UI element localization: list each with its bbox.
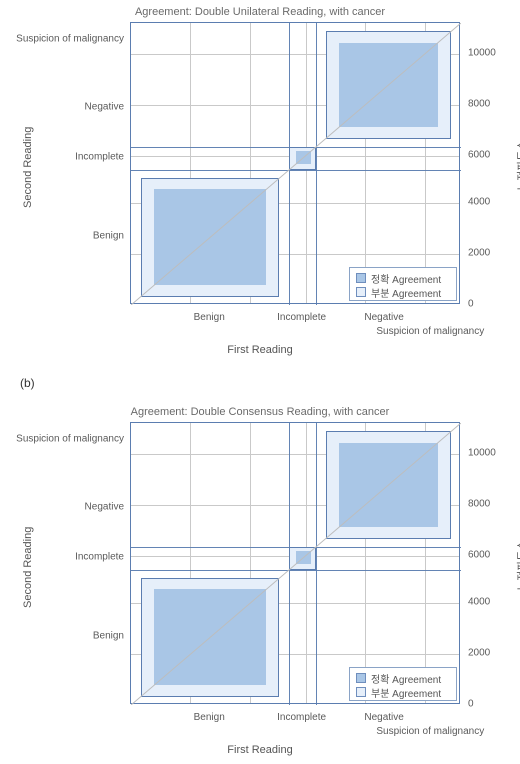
cat-divider-h: [131, 147, 461, 148]
right-axis-tick-label: 6000: [468, 549, 490, 560]
agreement-square-exact: [154, 189, 266, 285]
y-axis-tick-label: Negative: [0, 101, 124, 112]
legend-label: 정확 Agreement: [371, 671, 441, 686]
legend-item: 부분 Agreement: [356, 285, 450, 299]
y-axis-tick-label: Suspicion of malignancy: [0, 33, 124, 44]
legend-swatch: [356, 673, 366, 683]
legend-item: 정확 Agreement: [356, 671, 450, 685]
cat-divider-v: [289, 23, 290, 305]
right-axis-tick-label: 2000: [468, 648, 490, 659]
right-axis-tick-label: 8000: [468, 98, 490, 109]
right-axis-tick-label: 6000: [468, 149, 490, 160]
agreement-square-exact: [339, 43, 438, 128]
legend-label: 정확 Agreement: [371, 271, 441, 286]
right-axis-name: 누적판독수: [514, 540, 520, 591]
agreement-chart-top: Agreement: Double Unilateral Reading, wi…: [0, 0, 520, 364]
subfigure-label: (b): [20, 376, 35, 390]
x-axis-tick-label: Benign: [194, 712, 225, 723]
agreement-square-exact: [339, 443, 438, 528]
legend-swatch: [356, 273, 366, 283]
agreement-square-exact: [296, 551, 311, 564]
agreement-chart-bottom: Agreement: Double Consensus Reading, wit…: [0, 400, 520, 764]
cat-divider-v: [289, 423, 290, 705]
legend-swatch: [356, 287, 366, 297]
x-axis-name: First Reading: [0, 744, 520, 756]
legend-swatch: [356, 687, 366, 697]
y-axis-tick-label: Benign: [0, 631, 124, 642]
x-axis-tick-label: Negative: [364, 312, 403, 323]
x-axis-tick-label: Benign: [194, 312, 225, 323]
x-axis-tick-label: Suspicion of malignancy: [376, 326, 484, 337]
y-axis-tick-label: Suspicion of malignancy: [0, 433, 124, 444]
chart-title: Agreement: Double Consensus Reading, wit…: [0, 406, 520, 418]
legend: 정확 Agreement부분 Agreement: [349, 667, 457, 701]
cat-divider-h: [131, 170, 461, 171]
right-axis-tick-label: 2000: [468, 248, 490, 259]
chart-title: Agreement: Double Unilateral Reading, wi…: [0, 6, 520, 18]
agreement-square-exact: [154, 589, 266, 685]
chart-frame: 정확 Agreement부분 Agreement: [130, 22, 460, 304]
legend-label: 부분 Agreement: [371, 285, 441, 300]
x-axis-tick-label: Incomplete: [277, 712, 326, 723]
right-axis-tick-label: 8000: [468, 498, 490, 509]
y-axis-tick-label: Benign: [0, 231, 124, 242]
chart-frame: 정확 Agreement부분 Agreement: [130, 422, 460, 704]
x-axis-tick-label: Negative: [364, 712, 403, 723]
right-axis-tick-label: 0: [468, 699, 474, 710]
cat-divider-v: [316, 23, 317, 305]
legend-item: 부분 Agreement: [356, 685, 450, 699]
y-axis-name: Second Reading: [22, 527, 34, 608]
y-axis-name: Second Reading: [22, 127, 34, 208]
x-axis-tick-label: Incomplete: [277, 312, 326, 323]
right-axis-tick-label: 4000: [468, 597, 490, 608]
page: Agreement: Double Unilateral Reading, wi…: [0, 0, 520, 748]
y-axis-tick-label: Negative: [0, 501, 124, 512]
legend: 정확 Agreement부분 Agreement: [349, 267, 457, 301]
x-axis-name: First Reading: [0, 344, 520, 356]
right-axis-tick-label: 10000: [468, 48, 496, 59]
right-axis-tick-label: 10000: [468, 448, 496, 459]
y-axis-tick-label: Incomplete: [0, 552, 124, 563]
cat-divider-h: [131, 570, 461, 571]
x-axis-tick-label: Suspicion of malignancy: [376, 726, 484, 737]
cat-divider-v: [316, 423, 317, 705]
agreement-square-exact: [296, 151, 311, 164]
right-axis-name: 누적판독수: [514, 140, 520, 191]
cat-divider-h: [131, 547, 461, 548]
right-axis-tick-label: 4000: [468, 197, 490, 208]
legend-item: 정확 Agreement: [356, 271, 450, 285]
right-axis-tick-label: 0: [468, 299, 474, 310]
legend-label: 부분 Agreement: [371, 685, 441, 700]
y-axis-tick-label: Incomplete: [0, 152, 124, 163]
